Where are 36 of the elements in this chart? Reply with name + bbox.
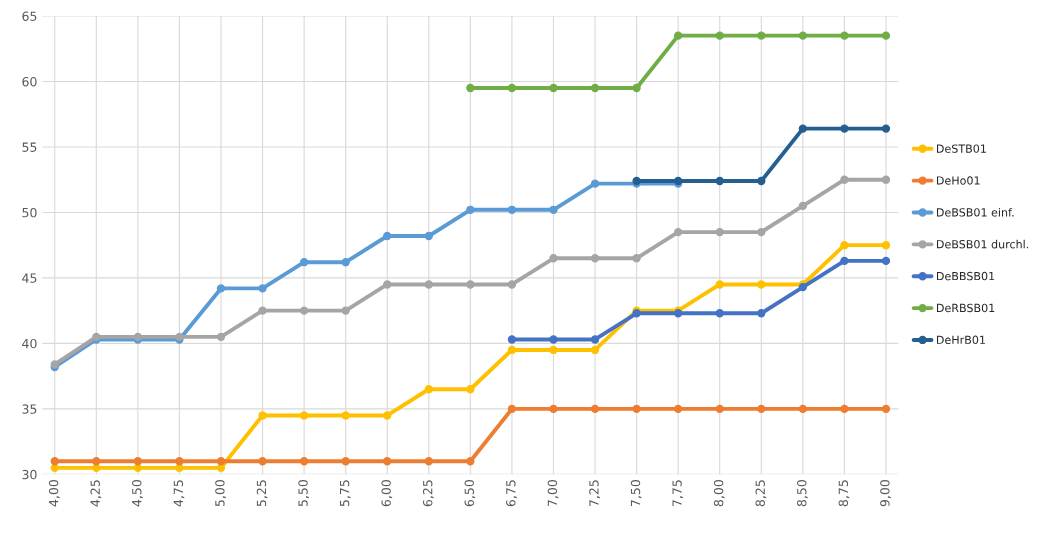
y-tick-label: 55	[22, 142, 37, 152]
x-tick-label: 5,25	[256, 480, 268, 507]
legend-label: DeHo01	[936, 176, 980, 185]
x-tick-label: 4,50	[132, 480, 143, 507]
y-tick-label: 35	[22, 404, 37, 414]
legend-label: DeRBSB01	[936, 303, 995, 313]
x-tick-label: 8,75	[838, 480, 850, 507]
y-tick-label: 65	[22, 11, 37, 21]
y-tick-label: 30	[22, 469, 37, 480]
x-tick-label: 6,50	[464, 480, 476, 507]
x-tick-label: 7,00	[547, 480, 559, 507]
x-tick-label: 5,75	[340, 480, 351, 507]
y-tick-label: 40	[22, 338, 37, 349]
x-tick-label: 5,00	[215, 480, 226, 507]
x-tick-label: 4,25	[90, 480, 102, 507]
x-tick-label: 6,00	[381, 480, 393, 507]
x-tick-label: 6,75	[506, 480, 517, 507]
y-tick-label: 60	[22, 76, 37, 87]
x-tick-label: 8,00	[713, 480, 725, 507]
legend-label: DeSTB01	[936, 144, 986, 153]
x-tick-label: 8,50	[797, 480, 808, 507]
x-tick-label: 7,50	[630, 480, 642, 507]
x-tick-label: 7,25	[589, 480, 600, 507]
x-tick-label: 9,00	[880, 480, 891, 507]
x-tick-label: 4,00	[48, 480, 60, 507]
legend-label: DeBSB01 einf.	[936, 207, 1014, 217]
x-tick-label: 6,25	[422, 480, 434, 507]
y-tick-label: 50	[22, 207, 37, 218]
legend-label: DeBBSB01	[936, 271, 995, 281]
legend-label: DeBSB01 durchl.	[936, 239, 1029, 249]
x-tick-label: 7,75	[672, 480, 684, 507]
x-tick-label: 8,25	[755, 480, 767, 507]
x-tick-label: 5,50	[298, 480, 310, 507]
x-tick-label: 4,75	[173, 480, 185, 507]
legend-label: DeHrB01	[936, 335, 985, 344]
y-tick-label: 45	[22, 273, 37, 283]
